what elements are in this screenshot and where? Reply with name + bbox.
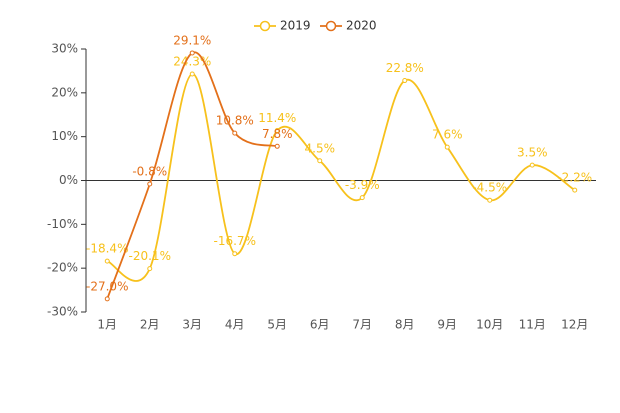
data-point bbox=[147, 181, 153, 187]
x-tick-label: 7月 bbox=[352, 318, 372, 332]
data-label: 4.5% bbox=[305, 141, 336, 155]
data-label: -4.5% bbox=[472, 181, 507, 195]
legend-marker bbox=[259, 20, 271, 32]
data-label: -0.8% bbox=[132, 165, 167, 179]
data-point bbox=[189, 71, 195, 77]
legend-marker bbox=[325, 20, 337, 32]
data-point bbox=[147, 266, 153, 272]
y-tick-label: -30% bbox=[47, 305, 78, 319]
data-point bbox=[104, 296, 110, 302]
y-tick-label: -10% bbox=[47, 217, 78, 231]
x-tick-label: 1月 bbox=[97, 318, 117, 332]
x-tick-label: 11月 bbox=[519, 318, 546, 332]
data-point bbox=[189, 50, 195, 56]
data-label: 3.5% bbox=[517, 146, 548, 160]
data-point bbox=[232, 130, 238, 136]
data-point bbox=[444, 144, 450, 150]
x-tick-label: 3月 bbox=[182, 318, 202, 332]
x-tick-label: 5月 bbox=[267, 318, 287, 332]
data-label: 7.6% bbox=[432, 128, 463, 142]
data-label: 7.8% bbox=[262, 127, 293, 141]
x-tick-label: 12月 bbox=[561, 318, 588, 332]
x-tick-label: 10月 bbox=[476, 318, 503, 332]
data-point bbox=[274, 128, 280, 134]
data-label: -27.0% bbox=[86, 279, 128, 293]
y-tick-label: 10% bbox=[51, 129, 78, 143]
data-point bbox=[529, 162, 535, 168]
data-point bbox=[232, 251, 238, 257]
data-label: -3.9% bbox=[345, 178, 380, 192]
data-point bbox=[487, 197, 493, 203]
series-line bbox=[106, 73, 576, 282]
data-point bbox=[402, 78, 408, 84]
x-tick-label: 2月 bbox=[140, 318, 160, 332]
legend-label: 2020 bbox=[346, 19, 377, 33]
x-tick-label: 8月 bbox=[395, 318, 415, 332]
series-line bbox=[106, 51, 278, 300]
data-label: 10.8% bbox=[216, 114, 254, 128]
x-tick-label: 9月 bbox=[437, 318, 457, 332]
data-label: 22.8% bbox=[386, 61, 424, 75]
data-point bbox=[317, 158, 323, 164]
y-tick-label: 30% bbox=[51, 42, 78, 56]
data-label: 29.1% bbox=[173, 33, 211, 47]
y-tick-label: -20% bbox=[47, 261, 78, 275]
data-label: -20.1% bbox=[129, 249, 171, 263]
data-point bbox=[274, 143, 280, 149]
legend-label: 2019 bbox=[280, 19, 311, 33]
data-label: -16.7% bbox=[214, 234, 256, 248]
data-label: -2.2% bbox=[557, 171, 592, 185]
y-tick-label: 20% bbox=[51, 85, 78, 99]
data-label: -18.4% bbox=[86, 242, 128, 256]
x-tick-label: 4月 bbox=[225, 318, 245, 332]
x-tick-label: 6月 bbox=[310, 318, 330, 332]
data-point bbox=[104, 258, 110, 264]
data-label: 11.4% bbox=[258, 111, 296, 125]
data-point bbox=[572, 187, 578, 193]
y-tick-label: 0% bbox=[59, 173, 78, 187]
data-point bbox=[359, 195, 365, 201]
